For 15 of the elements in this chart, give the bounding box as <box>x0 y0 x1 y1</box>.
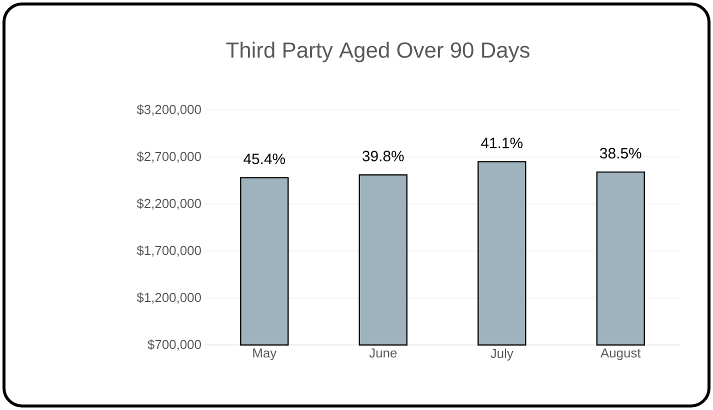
y-tick-label: $2,700,000 <box>136 151 201 163</box>
annotation: 39.8% <box>362 150 404 162</box>
x-tick-label: July <box>490 348 514 361</box>
x-tick-label: August <box>600 348 641 360</box>
y-tick-label: $3,200,000 <box>136 104 201 116</box>
annotation: 45.4% <box>244 154 286 164</box>
chart-title: Third Party Aged Over 90 Days <box>226 42 530 62</box>
annotation: 38.5% <box>600 148 642 159</box>
y-tick-label: $700,000 <box>148 339 201 351</box>
y-tick-label: $2,200,000 <box>136 198 201 210</box>
y-tick-label: $1,700,000 <box>136 245 201 257</box>
annotation: 41.1% <box>481 138 523 148</box>
y-tick-label: $1,200,000 <box>136 292 201 304</box>
x-tick-label: May <box>253 348 277 360</box>
x-tick-label: June <box>369 348 397 358</box>
